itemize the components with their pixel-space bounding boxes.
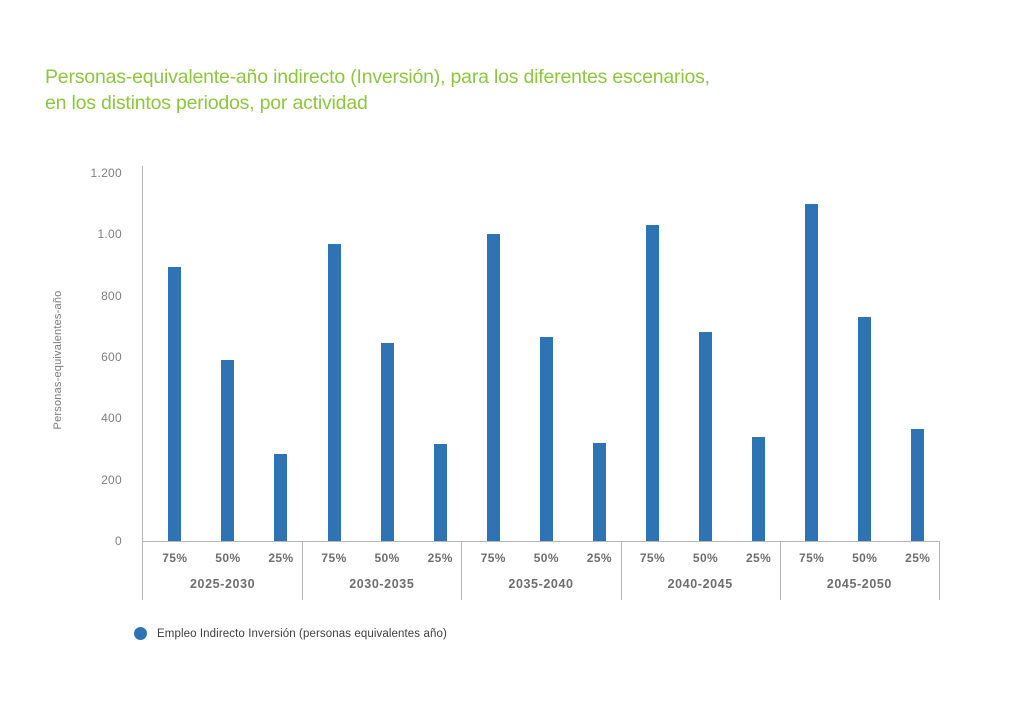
bar-2025-2030-50% xyxy=(221,360,235,541)
x-axis-line xyxy=(142,541,939,542)
x-period-label: 2040-2045 xyxy=(667,577,733,591)
bar-2035-2040-50% xyxy=(539,337,553,541)
bar-2035-2040-25% xyxy=(592,443,606,541)
x-scenario-label: 75% xyxy=(321,551,347,565)
chart-title-line1: Personas-equivalente-año indirecto (Inve… xyxy=(45,66,710,88)
bar-2035-2040-75% xyxy=(486,234,500,541)
x-scenario-label: 75% xyxy=(639,551,666,565)
legend-marker-icon xyxy=(134,627,147,640)
x-scenario-label: 75% xyxy=(162,551,188,565)
bar-2025-2030-75% xyxy=(168,267,182,541)
x-scenario-label: 75% xyxy=(480,551,506,565)
legend-label: Empleo Indirecto Inversión (personas equ… xyxy=(157,627,447,640)
y-tick-label: 400 xyxy=(101,411,122,426)
x-period-label: 2030-2035 xyxy=(349,577,415,591)
x-scenario-label: 75% xyxy=(799,551,825,565)
group-divider xyxy=(939,541,940,600)
bar-2025-2030-25% xyxy=(274,454,288,541)
y-tick-label: 1.00 xyxy=(97,227,122,242)
x-scenario-label: 25% xyxy=(427,551,453,565)
y-tick-label: 200 xyxy=(101,472,122,487)
group-divider xyxy=(620,541,622,600)
y-tick-label: 1.200 xyxy=(90,166,122,180)
bar-2045-2050-50% xyxy=(858,317,872,541)
x-scenario-label: 50% xyxy=(852,551,878,565)
group-divider xyxy=(779,541,781,600)
bar-2040-2045-50% xyxy=(699,332,712,541)
y-tick-label: 0 xyxy=(115,534,122,548)
bar-2040-2045-75% xyxy=(645,225,659,541)
x-period-label: 2025-2030 xyxy=(190,577,256,591)
x-period-label: 2045-2050 xyxy=(826,577,892,591)
x-period-label: 2035-2040 xyxy=(508,577,574,591)
x-scenario-label: 25% xyxy=(586,551,612,565)
bar-2045-2050-75% xyxy=(805,204,819,541)
group-divider xyxy=(302,541,304,600)
chart-title: Personas-equivalente-año indirecto (Inve… xyxy=(45,64,845,116)
y-axis-line xyxy=(142,166,143,600)
bar-2030-2035-75% xyxy=(327,244,341,541)
x-scenario-label: 25% xyxy=(905,551,931,565)
x-scenario-label: 50% xyxy=(374,551,400,565)
bar-2040-2045-25% xyxy=(752,437,766,541)
bar-2030-2035-50% xyxy=(380,343,394,541)
x-scenario-label: 25% xyxy=(745,551,772,565)
bar-2030-2035-25% xyxy=(433,444,447,541)
bar-2045-2050-25% xyxy=(911,429,925,541)
group-divider xyxy=(461,541,463,600)
x-scenario-label: 50% xyxy=(215,551,241,565)
x-scenario-label: 50% xyxy=(533,551,559,565)
x-scenario-label: 25% xyxy=(268,551,294,565)
x-scenario-label: 50% xyxy=(692,551,719,565)
y-tick-label: 600 xyxy=(101,350,122,364)
chart-title-line2: en los distintos periodos, por actividad xyxy=(45,92,368,114)
legend: Empleo Indirecto Inversión (personas equ… xyxy=(134,627,447,640)
y-tick-label: 800 xyxy=(101,288,122,303)
